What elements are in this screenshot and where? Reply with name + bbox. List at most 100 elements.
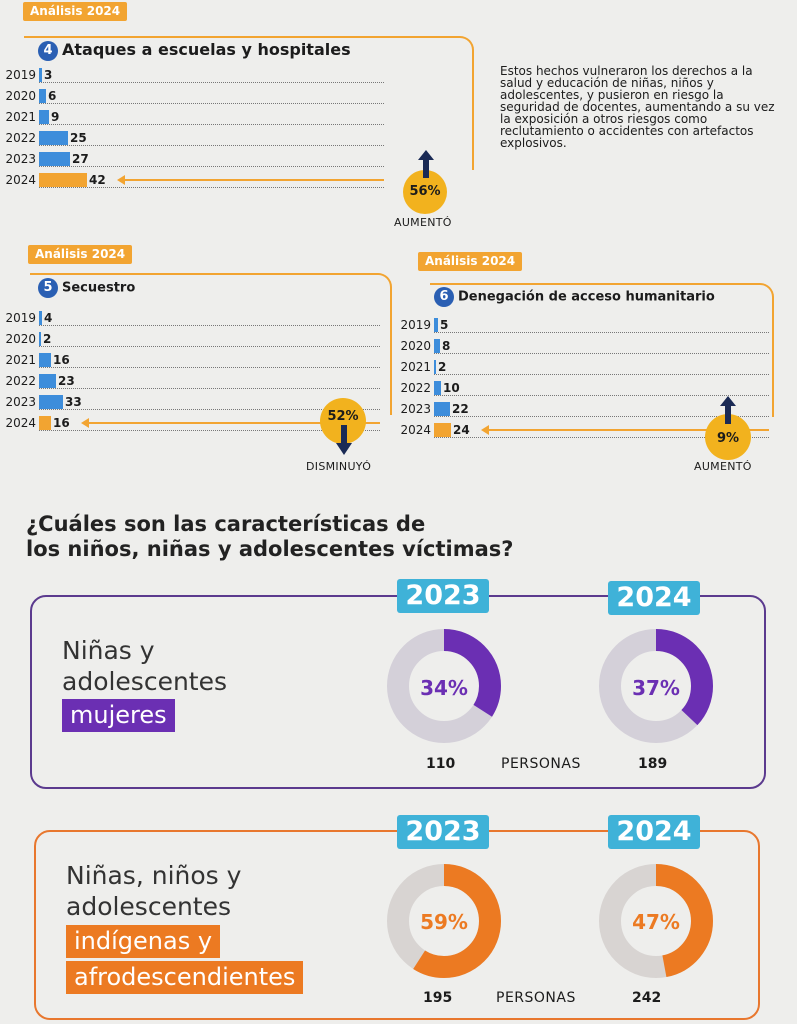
dotted-guide [39, 388, 380, 389]
bar-row-2021: 2021 2 [397, 358, 769, 377]
dotted-guide [434, 353, 769, 354]
bar-value: 3 [44, 68, 53, 82]
year-label: 2024 [5, 173, 36, 187]
bar-value: 5 [440, 318, 449, 332]
dotted-guide [39, 145, 384, 146]
year-label: 2023 [400, 402, 431, 416]
bar [434, 402, 450, 416]
category-label: Niñas, niños y adolescentes indígenas y … [66, 860, 304, 994]
year-label: 2023 [5, 395, 36, 409]
dotted-guide [39, 124, 384, 125]
bar-value: 16 [53, 416, 70, 430]
dotted-guide [39, 166, 384, 167]
section-number-badge: 6 [434, 287, 454, 307]
bar-value: 2 [43, 332, 52, 346]
section-description: Estos hechos vulneraron los derechos a l… [500, 64, 775, 150]
donut-arc [387, 864, 501, 978]
bar [39, 374, 56, 388]
bar-row-2022: 2022 23 [2, 372, 380, 391]
bar-value: 16 [53, 353, 70, 367]
year-label: 2020 [5, 332, 36, 346]
arrow-up-icon [720, 396, 736, 424]
analysis-badge: Análisis 2024 [418, 252, 523, 271]
donut-pct: 59% [420, 910, 468, 934]
year-label: 2019 [400, 318, 431, 332]
donut-pct: 47% [632, 910, 680, 934]
pointer-arrow-icon [81, 418, 89, 428]
year-badge: 2023 [397, 579, 489, 613]
donut-ethnic-2024 [599, 864, 713, 978]
change-circle: 9% [705, 414, 751, 460]
bar [39, 311, 42, 325]
change-value: 52% [327, 409, 359, 424]
bar-value: 6 [48, 89, 57, 103]
bar [39, 395, 63, 409]
category-highlight: mujeres [62, 699, 175, 732]
bar-row-2024: 2024 16 [2, 414, 380, 433]
bar-row-2021: 2021 9 [2, 108, 384, 127]
year-badge: 2024 [608, 581, 700, 615]
count-2024: 242 [632, 990, 662, 1006]
section-title-text: Ataques a escuelas y hospitales [62, 40, 351, 59]
bar-value: 42 [89, 173, 106, 187]
section-connector [24, 36, 474, 170]
section-title-text: Denegación de acceso humanitario [458, 289, 715, 305]
year-label: 2022 [5, 131, 36, 145]
pointer-arrow-icon [481, 425, 489, 435]
year-badge: 2024 [608, 815, 700, 849]
section-title-text: Secuestro [62, 280, 136, 296]
bar-value: 4 [44, 311, 53, 325]
pointer-line [125, 179, 384, 181]
year-label: 2021 [5, 353, 36, 367]
bar-row-2020: 2020 6 [2, 87, 384, 106]
year-label: 2021 [400, 360, 431, 374]
section-title: 4 Ataques a escuelas y hospitales [38, 40, 351, 61]
bar-value: 23 [58, 374, 75, 388]
bar-value: 27 [72, 152, 89, 166]
bar [39, 416, 51, 430]
donut-arc [599, 864, 713, 978]
count-2024: 189 [638, 756, 668, 772]
bar-row-2021: 2021 16 [2, 351, 380, 370]
pointer-arrow-icon [117, 175, 125, 185]
year-label: 2024 [5, 416, 36, 430]
year-label: 2024 [400, 423, 431, 437]
bar-row-2019: 2019 5 [397, 316, 769, 335]
bar [39, 173, 87, 187]
bar [39, 131, 68, 145]
trend-label: DISMINUYÓ [306, 460, 372, 473]
bar-row-2024: 2024 24 [397, 421, 769, 440]
bar-value: 22 [452, 402, 469, 416]
year-label: 2020 [5, 89, 36, 103]
bar [39, 332, 41, 346]
category-line-1: Niñas, niños y [66, 861, 242, 890]
bar [39, 353, 51, 367]
trend-label: AUMENTÓ [394, 216, 452, 229]
bar [39, 68, 42, 82]
dotted-guide [39, 82, 384, 83]
category-line-2: adolescentes [66, 892, 232, 921]
section-title: 5 Secuestro [38, 278, 135, 298]
year-label: 2019 [5, 68, 36, 82]
question-line-1: ¿Cuáles son las características de [26, 512, 426, 536]
bar-value: 9 [51, 110, 60, 124]
dotted-guide [39, 409, 380, 410]
donut-arc [387, 629, 501, 743]
dotted-guide [39, 367, 380, 368]
section-connector [30, 273, 392, 415]
category-label: Niñas y adolescentes mujeres [62, 635, 227, 732]
bar [39, 89, 46, 103]
dotted-guide [39, 346, 380, 347]
donut-arc [599, 629, 713, 743]
question-line-2: los niños, niñas y adolescentes víctimas… [26, 537, 514, 561]
year-label: 2019 [5, 311, 36, 325]
change-value: 9% [716, 431, 740, 446]
bar-value: 24 [453, 423, 470, 437]
arrow-up-icon [418, 150, 434, 178]
donut-pct: 34% [420, 676, 468, 700]
dotted-guide [434, 395, 769, 396]
donut-girls-2024 [599, 629, 713, 743]
arrow-down-icon [336, 425, 352, 455]
dotted-guide [434, 332, 769, 333]
count-2023: 195 [423, 990, 453, 1006]
